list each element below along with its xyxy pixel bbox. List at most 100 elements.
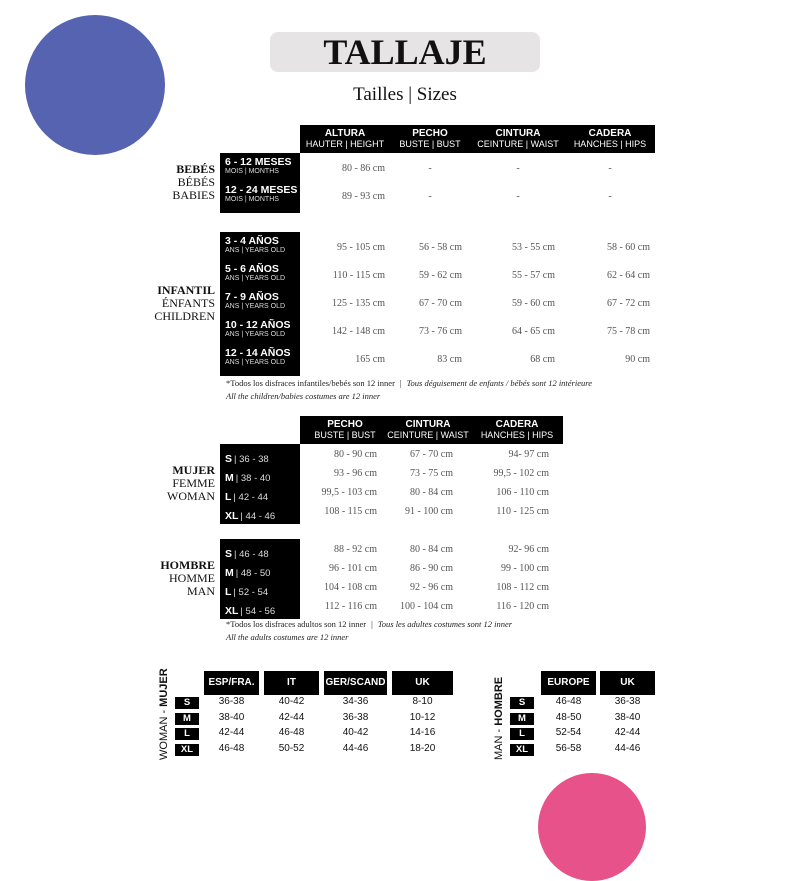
table-cell: - [608,191,612,202]
table-cell: 92- 96 cm [508,544,549,555]
size-range: | 48 - 50 [235,568,271,579]
conversion-cell: 42-44 [218,727,245,738]
size-code: XL [225,510,239,522]
size-range: | 46 - 48 [234,549,269,560]
table-cell: 83 cm [437,354,462,365]
conversion-cell: 36-38 [342,711,369,723]
table-cell: 110 - 115 cm [332,270,385,281]
size-unit: ANS | YEARS OLD [225,303,286,310]
size-code: 10 - 12 AÑOS [225,319,291,331]
table-cell: - [516,191,520,202]
table-cell: 62 - 64 cm [606,270,650,281]
size-unit: ANS | YEARS OLD [225,331,286,338]
table-cell: 99,5 - 103 cm [321,487,377,498]
size-unit: MOIS | MONTHS [225,196,279,203]
column-header-main: PECHO [327,419,363,430]
conversion-header: EUROPE [541,671,596,695]
size-code: 12 - 14 AÑOS [225,347,291,359]
size-label: XL | 54 - 56 [225,601,300,619]
size-code: L [225,586,232,598]
column-header: CADERA HANCHES | HIPS [565,128,655,149]
table-cell: 90 cm [625,354,650,365]
column-header-main: ALTURA [324,128,366,139]
size-code: 5 - 6 AÑOS [225,263,279,275]
size-label-block [220,539,300,619]
conversion-cell: 48-50 [555,711,582,723]
table-cell: 99 - 100 cm [500,563,549,574]
column-header-sub: BUSTE | BUST [399,139,461,149]
side-label-bold: MUJER [158,668,170,707]
table-cell: 80 - 90 cm [333,449,377,460]
size-code: S [225,453,233,465]
size-unit: MOIS | MONTHS [225,168,279,175]
conversion-cell: 46-48 [555,696,582,707]
table-cell: 53 - 55 cm [511,242,555,253]
conversion-cell: 34-36 [342,696,369,707]
table-cell: 125 - 135 cm [331,298,385,309]
size-code: 7 - 9 AÑOS [225,291,279,303]
table-cell: 89 - 93 cm [341,191,385,202]
conversion-header: UK [392,671,453,695]
table-cell: 100 - 104 cm [399,601,453,612]
footnote-es: *Todos los disfraces adultos son 12 inne… [226,619,367,629]
size-label: L | 52 - 54 [225,582,300,600]
conversion-cell: 42-44 [278,711,305,723]
conversion-header: GER/SCAND [324,671,387,695]
conversion-cell: 36-38 [614,696,641,707]
size-tag: L [175,728,199,740]
size-tag: M [175,712,199,725]
size-label: 6 - 12 MESES MOIS | MONTHS [225,157,300,176]
table-cell: 99,5 - 102 cm [493,468,549,479]
table-cell: 96 - 101 cm [328,563,377,574]
size-code: L [225,491,232,503]
page-title: TALLAJE [270,32,540,72]
size-range: | 52 - 54 [233,587,269,598]
conversion-cell: 46-48 [218,742,245,754]
group-label-line: HOMBRE [160,558,215,572]
table-cell: 80 - 86 cm [341,163,385,174]
footnote-en: All the children/babies costumes are 12 … [226,391,381,401]
group-label-line: INFANTIL [157,283,215,297]
conversion-header: IT [264,671,319,695]
decorative-blue-circle [25,15,165,155]
footnote-es: *Todos los disfraces infantiles/bebés so… [226,378,395,388]
size-label-block [220,444,300,524]
conversion-header: UK [600,671,655,695]
group-label-line: HOMME [168,571,215,585]
column-header-main: CINTURA [405,419,451,430]
column-header: ALTURA HAUTER | HEIGHT [300,128,390,149]
table-header-bar [300,416,563,444]
footnote: *Todos los disfraces adultos son 12 inne… [226,619,512,629]
size-label: L | 42 - 44 [225,487,300,505]
column-header-main: CADERA [588,128,632,139]
size-code: M [225,472,234,484]
table-cell: 75 - 78 cm [606,326,650,337]
size-unit: ANS | YEARS OLD [225,247,286,254]
table-cell: 110 - 125 cm [496,506,549,517]
group-label-line: BÉBÉS [177,175,215,189]
conversion-cell: 10-12 [409,711,436,723]
size-label: 12 - 24 MESES MOIS | MONTHS [225,185,300,204]
page-subtitle: Tailles | Sizes [353,84,457,105]
conversion-cell: 40-42 [342,727,369,738]
table-cell: 56 - 58 cm [418,242,462,253]
conversion-cell: 36-38 [218,696,245,707]
size-code: 3 - 4 AÑOS [225,235,279,247]
size-label: M | 38 - 40 [225,468,300,486]
size-range: | 44 - 46 [240,511,276,522]
table-cell: 165 cm [355,354,385,365]
size-label: 3 - 4 AÑOS ANS | YEARS OLD [225,236,300,255]
table-cell: 92 - 96 cm [409,582,453,593]
group-label-line: BABIES [172,188,215,202]
side-label-light: WOMAN - [158,706,170,760]
column-header: CINTURA CEINTURE | WAIST [473,128,563,149]
column-header-sub: BUSTE | BUST [314,430,376,440]
size-code: 6 - 12 MESES [225,156,292,168]
conversion-cell: 56-58 [555,742,582,754]
conversion-side-label: WOMAN - MUJER [158,668,170,760]
size-range: | 42 - 44 [233,492,269,503]
column-header-sub: HANCHES | HIPS [573,139,647,149]
table-cell: 108 - 112 cm [496,582,549,593]
table-cell: 73 - 76 cm [418,326,462,337]
table-cell: 91 - 100 cm [404,506,453,517]
